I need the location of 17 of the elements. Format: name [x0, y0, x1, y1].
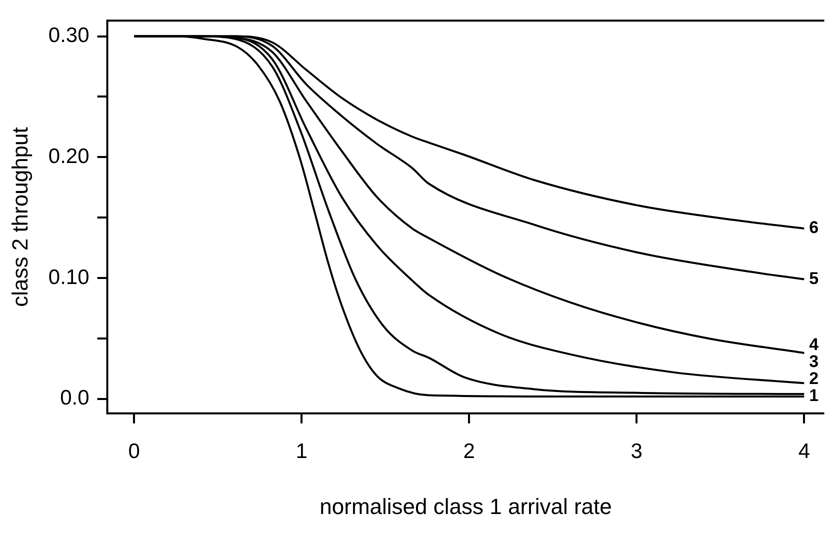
y-tick-label: 0.30 [48, 24, 90, 48]
y-tick-label: 0.0 [60, 386, 90, 410]
x-tick-label: 3 [630, 440, 642, 463]
series-label: 3 [809, 352, 819, 372]
y-tick-label: 0.10 [48, 266, 90, 289]
series-label: 1 [809, 386, 819, 406]
y-axis-title: class 2 throughput [7, 127, 32, 307]
x-axis-title: normalised class 1 arrival rate [320, 494, 612, 519]
y-tick-label: 0.20 [48, 144, 90, 168]
series-label: 4 [809, 335, 820, 354]
series-label: 2 [809, 369, 819, 388]
x-tick-label: 0 [128, 440, 140, 463]
series-label: 5 [809, 268, 819, 288]
x-tick-label: 1 [296, 440, 308, 463]
x-tick-label: 4 [798, 440, 810, 463]
x-tick-label: 2 [463, 440, 475, 463]
series-label: 6 [809, 218, 819, 238]
